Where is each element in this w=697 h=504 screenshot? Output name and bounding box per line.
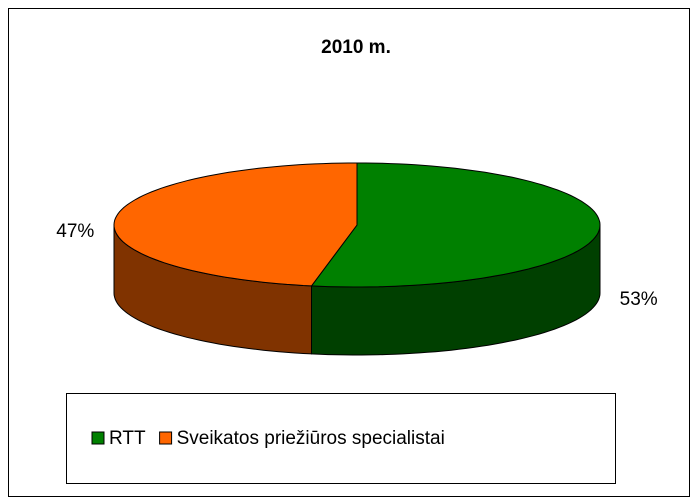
legend-label: RTT xyxy=(109,428,146,449)
legend-swatch xyxy=(91,431,105,445)
data-label: 53% xyxy=(620,289,658,310)
slice xyxy=(310,162,601,288)
chart-title: 2010 m. xyxy=(321,37,391,58)
slice xyxy=(113,162,358,287)
legend-swatch xyxy=(159,431,173,445)
legend-label: Sveikatos priežiūros specialistai xyxy=(177,428,445,449)
legend-box xyxy=(66,393,616,484)
data-label: 47% xyxy=(56,221,94,242)
